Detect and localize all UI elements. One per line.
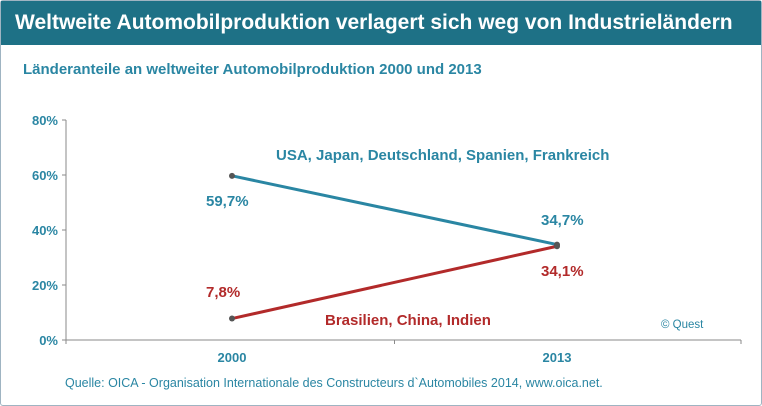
source-note: Quelle: OICA - Organisation Internationa… [65, 376, 603, 390]
header-bar: Weltweite Automobilproduktion verlagert … [1, 1, 761, 45]
header-title: Weltweite Automobilproduktion verlagert … [15, 11, 733, 34]
data-point-0-0 [229, 172, 235, 179]
data-point-1-0 [229, 315, 235, 322]
y-tick-label: 80% [32, 113, 58, 128]
series-name-emerging: Brasilien, China, Indien [325, 312, 491, 329]
data-label-emerging-2000: 7,8% [206, 284, 241, 301]
y-tick-label: 20% [32, 278, 58, 293]
data-point-1-1 [554, 243, 560, 250]
series-line-1 [230, 244, 559, 321]
data-label-emerging-2013: 34,1% [541, 263, 584, 280]
y-tick-label: 60% [32, 168, 58, 183]
y-tick-label: 0% [39, 333, 58, 348]
x-tick-label: 2013 [543, 350, 572, 365]
data-label-industrial-2000: 59,7% [206, 193, 249, 210]
series-line-0 [230, 174, 559, 247]
data-label-industrial-2013: 34,7% [541, 212, 584, 229]
copyright-note: © Quest [661, 319, 704, 331]
series-name-industrial: USA, Japan, Deutschland, Spanien, Frankr… [276, 147, 610, 164]
x-tick-label: 2000 [218, 350, 247, 365]
y-tick-label: 40% [32, 223, 58, 238]
chart-title: Länderanteile an weltweiter Automobilpro… [23, 61, 482, 78]
